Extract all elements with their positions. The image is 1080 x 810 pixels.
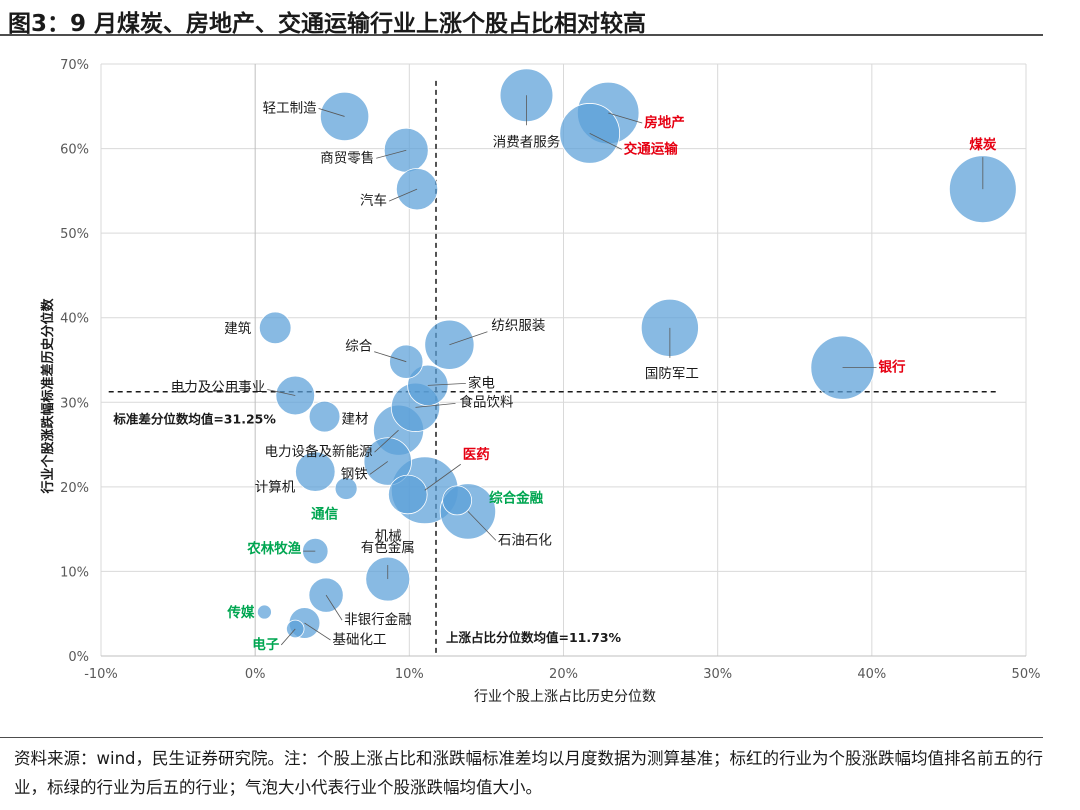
data-label: 建筑: [224, 321, 251, 337]
data-label: 综合: [345, 339, 372, 355]
data-label: 机械: [375, 528, 402, 544]
y-tick-label: 40%: [60, 312, 89, 327]
leader-line: [449, 331, 488, 346]
data-label: 通信: [311, 506, 338, 523]
leader-line: [589, 132, 622, 150]
bubble-综合金融: [442, 485, 473, 516]
data-label: 轻工制造: [263, 100, 317, 116]
y-tick-label: 0%: [68, 650, 89, 665]
leader-line: [388, 188, 418, 202]
y-tick-label: 50%: [60, 227, 89, 242]
source-note: 资料来源：wind，民生证券研究院。注：个股上涨占比和涨跌幅标准差均以月度数据为…: [14, 749, 1044, 797]
x-tick-label: 30%: [703, 667, 732, 682]
y-tick-label: 30%: [60, 396, 89, 411]
data-label: 综合金融: [489, 489, 543, 506]
data-label: 交通运输: [624, 140, 678, 157]
x-tick-label: 40%: [857, 667, 886, 682]
axis-layer: -10% 0% 10% 20% 30% 40% 50% 0% 10% 20% 30% 40% 50% 60…: [60, 58, 1040, 682]
y-mean-label: 标准差分位数均值=31.25%: [112, 412, 276, 427]
leader-line: [267, 389, 296, 396]
bubble-计算机: [295, 451, 336, 492]
bubble-传媒: [256, 604, 272, 620]
data-label: 非银行金融: [344, 612, 412, 628]
y-tick-label: 70%: [60, 58, 89, 73]
leader-line: [427, 382, 466, 386]
y-tick-label: 60%: [60, 143, 89, 158]
data-label: 银行: [879, 359, 906, 376]
leader-line: [376, 149, 407, 159]
leader-lines: [267, 95, 984, 646]
data-label: 消费者服务: [493, 134, 561, 150]
data-label: 纺织服装: [491, 318, 545, 334]
leader-line: [424, 463, 461, 491]
data-label: 汽车: [360, 192, 387, 209]
data-label: 计算机: [255, 480, 296, 496]
leader-line: [280, 628, 296, 646]
x-mean-label: 上涨占比分位数均值=11.73%: [446, 630, 622, 645]
bubble-建筑: [258, 311, 292, 345]
data-label: 基础化工: [333, 631, 387, 648]
leader-line: [318, 108, 345, 117]
title-divider: [0, 34, 1043, 36]
leader-line: [467, 511, 497, 541]
data-label: 煤炭: [969, 136, 996, 153]
data-label: 食品饮料: [460, 393, 514, 410]
leader-line: [369, 461, 388, 475]
y-tick-label: 10%: [60, 565, 89, 580]
data-label: 家电: [468, 374, 495, 391]
leader-line: [608, 112, 643, 124]
data-label: 传媒: [226, 604, 254, 621]
bubble-机械: [388, 474, 428, 515]
y-axis-title: 行业个股涨跌幅标准差历史分位数: [40, 298, 56, 495]
x-tick-label: 0%: [245, 667, 266, 682]
data-label: 房地产: [644, 114, 685, 131]
x-tick-label: 10%: [395, 667, 424, 682]
x-tick-label: 20%: [549, 667, 578, 682]
bubble-商贸零售: [383, 127, 429, 173]
data-label: 有色金属: [361, 539, 415, 556]
figure-title: 图3：9 月煤炭、房地产、交通运输行业上涨个股占比相对较高: [8, 11, 647, 37]
y-tick-label: 20%: [60, 481, 89, 496]
leader-line: [304, 622, 331, 641]
data-label: 钢铁: [341, 466, 368, 482]
data-label: 电子: [252, 636, 279, 653]
x-tick-label: 50%: [1012, 667, 1041, 682]
data-label: 商贸零售: [320, 150, 374, 166]
bubble-通信: [334, 477, 358, 500]
data-label: 医药: [463, 446, 490, 463]
footnote-divider: [0, 737, 1043, 738]
x-tick-label: -10%: [84, 667, 118, 682]
data-label: 电力设备及新能源: [265, 443, 373, 460]
leader-line: [374, 351, 407, 363]
leader-line: [325, 594, 343, 621]
data-label: 建材: [342, 412, 369, 428]
bubble-chart: -10% 0% 10% 20% 30% 40% 50% 0% 10% 20% 30% 40% 50% 60…: [40, 58, 1040, 705]
data-label: 国防军工: [645, 366, 699, 382]
leader-line: [415, 402, 456, 408]
bubble-汽车: [395, 168, 439, 211]
data-label: 电力及公用事业: [171, 380, 266, 396]
data-label: 石油石化: [498, 532, 552, 548]
x-axis-title: 行业个股上涨占比历史分位数: [474, 689, 656, 705]
bubble-建材: [308, 400, 341, 433]
leader-line: [374, 429, 399, 453]
data-label: 农林牧渔: [246, 540, 301, 557]
